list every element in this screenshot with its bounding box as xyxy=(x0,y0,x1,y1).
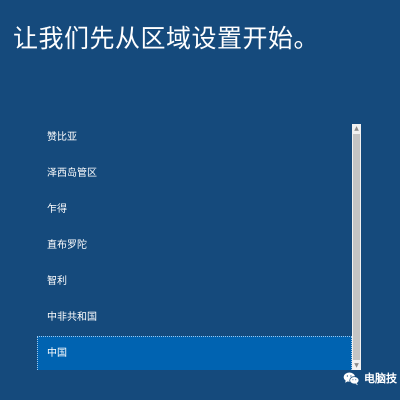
scroll-down-icon[interactable]: ▼ xyxy=(354,362,359,369)
region-item-zambia[interactable]: 赞比亚 xyxy=(47,132,77,143)
region-item-central-african-republic[interactable]: 中非共和国 xyxy=(47,312,97,323)
scrollbar[interactable]: ▲ ▼ xyxy=(352,124,361,370)
region-item-china[interactable]: 中国 xyxy=(37,336,352,370)
wechat-icon xyxy=(343,371,360,385)
page-title: 让我们先从区域设置开始。 xyxy=(13,24,320,53)
region-item-jersey[interactable]: 泽西岛管区 xyxy=(47,168,97,179)
region-item-gibraltar[interactable]: 直布罗陀 xyxy=(47,240,87,251)
watermark-text: 电脑技 xyxy=(364,372,397,385)
scroll-up-icon[interactable]: ▲ xyxy=(354,125,359,132)
scrollbar-thumb[interactable] xyxy=(353,134,360,360)
region-item-chile[interactable]: 智利 xyxy=(47,276,67,287)
watermark: 电脑技 xyxy=(343,368,397,388)
region-item-chad[interactable]: 乍得 xyxy=(47,204,67,215)
region-list[interactable]: 赞比亚 泽西岛管区 乍得 直布罗陀 智利 中非共和国 中国 xyxy=(37,120,352,370)
